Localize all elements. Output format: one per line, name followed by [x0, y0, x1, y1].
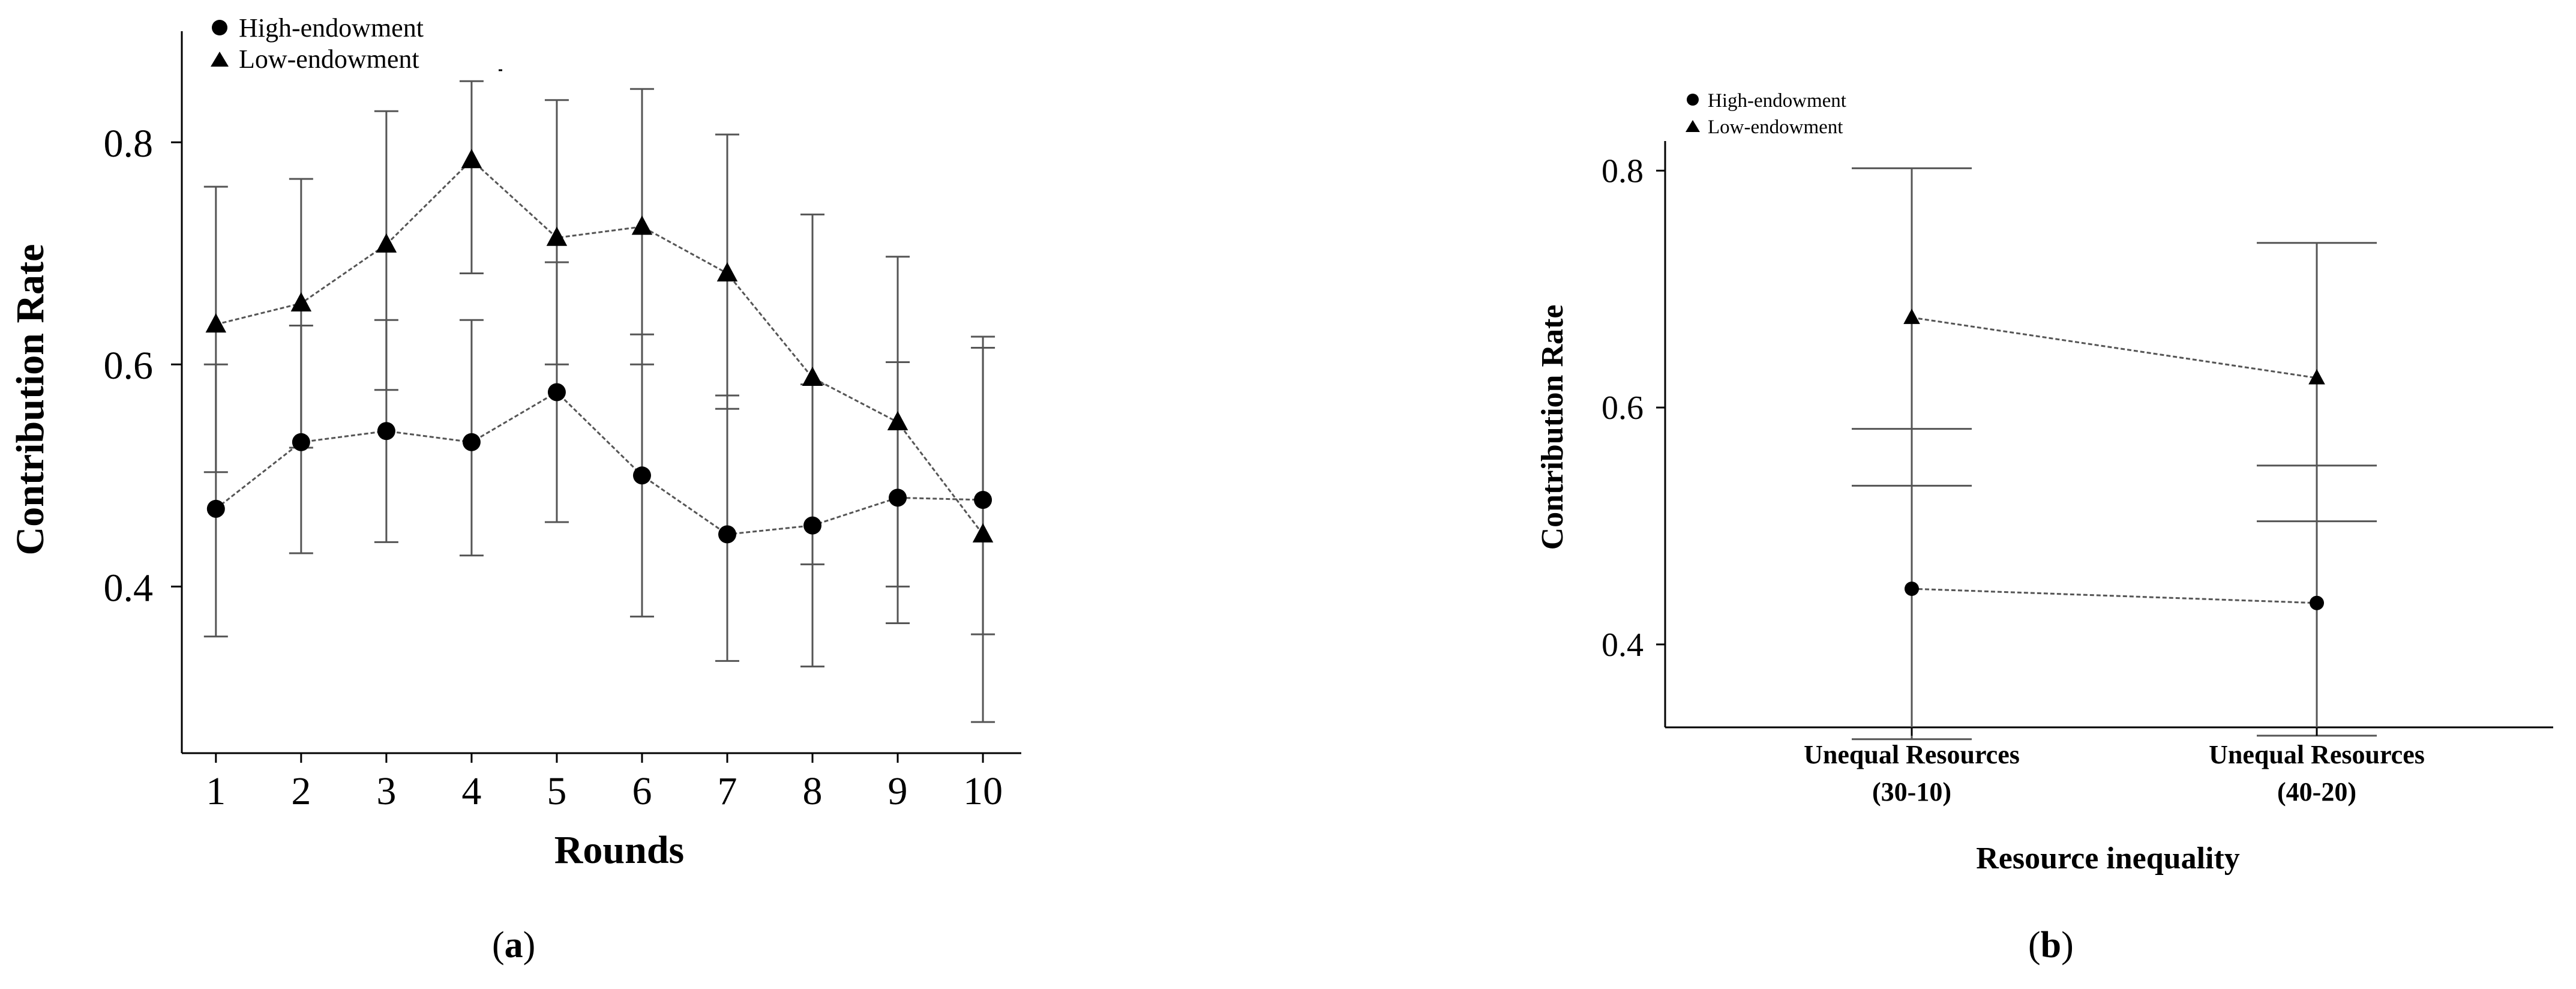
series-line-high [215, 391, 983, 535]
x-tick-label-2-line-2: (40-20) [2277, 777, 2356, 807]
legend-circle-marker [1687, 94, 1699, 106]
data-point-high-4 [462, 433, 481, 451]
data-point-low-9 [887, 410, 908, 430]
x-tick-label-1-line-2: (30-10) [1872, 777, 1951, 807]
legend-label-high: High-endowment [239, 13, 424, 43]
data-point-high-9 [889, 488, 907, 507]
data-point-high-5 [547, 383, 566, 401]
y-tick-label-2: 0.8 [104, 122, 154, 166]
x-tick-label-7: 7 [717, 769, 737, 813]
data-point-high-1 [206, 499, 225, 518]
y-axis-label: Contribution Rate [8, 244, 52, 556]
x-tick-label-6: 6 [632, 769, 652, 813]
x-tick-label-2-line-1: Unequal Resources [2209, 740, 2425, 769]
x-tick-label-1: 1 [206, 769, 226, 813]
data-point-low-4 [461, 149, 482, 169]
legend-triangle-marker [211, 52, 229, 67]
panel-letter-a: a [504, 925, 523, 966]
data-point-high-1 [1905, 582, 1919, 597]
x-tick-label-1-line-1: Unequal Resources [1804, 740, 2020, 769]
y-tick-label-1: 0.6 [1602, 389, 1644, 427]
y-tick-label-0: 0.4 [1602, 627, 1644, 664]
legend: High-endowment Low-endowment [211, 13, 424, 74]
panel-label-b: (b) [2028, 925, 2074, 966]
x-tick-label-2: 2 [291, 769, 311, 813]
panel-letter-b: b [2040, 925, 2062, 966]
legend-circle-marker [212, 20, 227, 35]
chart-panel-b: 0.4 0.6 0.8 Unequal Resources (30-10) Unequal… [1536, 90, 2553, 876]
data-point-low-1 [205, 313, 227, 333]
data-point-low-2 [2308, 368, 2325, 385]
x-tick-label-10: 10 [963, 769, 1003, 813]
chart-panel-a: 0.4 0.6 0.8 1 2 3 4 5 6 7 8 9 10 High-endowment Low-… [8, 13, 1021, 872]
series-line-low [215, 158, 984, 535]
y-tick-label-0: 0.4 [104, 566, 154, 610]
data-point-high-7 [718, 525, 736, 544]
data-point-low-1 [1903, 308, 1920, 324]
data-point-low-5 [546, 226, 568, 246]
data-point-high-2 [292, 433, 310, 451]
legend-label-low: Low-endowment [239, 44, 419, 74]
legend: High-endowment Low-endowment [1686, 90, 1846, 138]
x-tick-label-5: 5 [547, 769, 566, 813]
series-line-low [1911, 316, 2317, 379]
series-line-high [1911, 588, 2317, 604]
y-axis-label: Contribution Rate [1536, 305, 1570, 550]
data-point-low-2 [290, 292, 312, 311]
data-point-low-8 [802, 366, 823, 386]
x-tick-label-4: 4 [461, 769, 481, 813]
data-point-high-8 [803, 516, 822, 535]
y-tick-label-1: 0.6 [104, 344, 154, 388]
y-tick-label-2: 0.8 [1602, 152, 1644, 190]
data-point-low-6 [631, 215, 653, 235]
data-point-high-2 [2310, 595, 2324, 610]
data-point-low-3 [376, 233, 397, 253]
panel-label-a: (a) [492, 925, 536, 966]
legend-label-high: High-endowment [1708, 90, 1846, 112]
data-point-low-10 [972, 523, 994, 543]
legend-triangle-marker [1686, 120, 1700, 132]
data-point-high-3 [377, 422, 395, 440]
x-axis-label: Rounds [554, 828, 684, 872]
x-axis-label: Resource inequality [1976, 841, 2240, 876]
x-tick-label-8: 8 [803, 769, 823, 813]
legend-label-low: Low-endowment [1708, 116, 1843, 138]
data-point-high-6 [632, 466, 651, 485]
data-point-low-7 [716, 262, 738, 281]
x-tick-label-3: 3 [376, 769, 396, 813]
data-point-high-10 [974, 491, 992, 510]
x-tick-label-9: 9 [888, 769, 908, 813]
